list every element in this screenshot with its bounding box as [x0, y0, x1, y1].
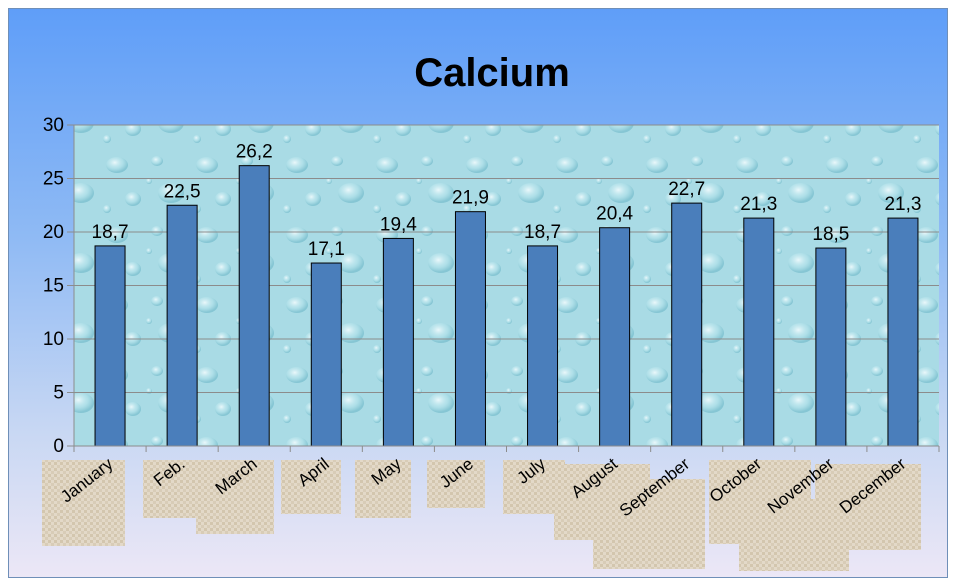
y-tick-label: 15 — [43, 276, 64, 297]
bar-september — [671, 202, 703, 447]
data-label: 19,4 — [380, 214, 417, 235]
category-label-backdrop — [815, 464, 921, 550]
category-label-backdrop — [593, 479, 705, 569]
data-label: 21,3 — [884, 194, 921, 215]
category-label-backdrop — [196, 460, 274, 534]
y-tick-label: 10 — [43, 329, 64, 350]
y-tick-label: 25 — [43, 169, 64, 190]
chart-frame: Calcium 0 5 10 15 20 25 30 18,7 22,5 26,2 17,1 19,… — [8, 8, 948, 578]
bar-june — [454, 211, 486, 447]
category-label-backdrop — [427, 460, 485, 508]
bar-november — [815, 247, 847, 447]
data-label: 18,7 — [92, 222, 129, 243]
bar-january — [94, 245, 126, 447]
data-label: 21,9 — [452, 188, 489, 209]
category-label-backdrop — [281, 460, 341, 514]
bar-chart: Calcium 0 5 10 15 20 25 30 18,7 22,5 26,2 17,1 19,… — [42, 51, 940, 571]
bar-april — [310, 262, 342, 447]
x-axis: January Feb. March April May June July AugustSe… — [42, 445, 940, 571]
data-label: 18,5 — [812, 224, 849, 245]
bar-october — [743, 217, 775, 447]
data-label: 17,1 — [308, 239, 345, 260]
y-tick-label: 5 — [53, 383, 64, 404]
bar-may — [382, 237, 414, 447]
category-label-backdrop — [143, 460, 197, 518]
bar-march — [238, 165, 270, 447]
data-label: 26,2 — [236, 142, 273, 163]
category-label-backdrop — [355, 460, 411, 518]
y-axis: 0 5 10 15 20 25 30 — [43, 115, 75, 457]
y-tick-label: 30 — [43, 115, 64, 136]
bar-series — [94, 165, 919, 447]
y-tick-label: 0 — [53, 436, 64, 457]
bar-december — [887, 217, 919, 447]
data-label: 21,3 — [740, 194, 777, 215]
y-tick-label: 20 — [43, 222, 64, 243]
data-label: 18,7 — [524, 222, 561, 243]
data-label: 22,5 — [164, 181, 201, 202]
data-label: 20,4 — [596, 204, 633, 225]
bar-august — [599, 227, 631, 447]
category-label-backdrop — [42, 460, 125, 546]
data-labels: 18,7 22,5 26,2 17,1 19,4 21,9 18,7 20,4 22,7 21,3… — [92, 142, 922, 260]
bar-july — [527, 245, 559, 447]
bar-feb — [166, 204, 198, 447]
chart-title: Calcium — [414, 51, 570, 95]
data-label: 22,7 — [668, 179, 705, 200]
